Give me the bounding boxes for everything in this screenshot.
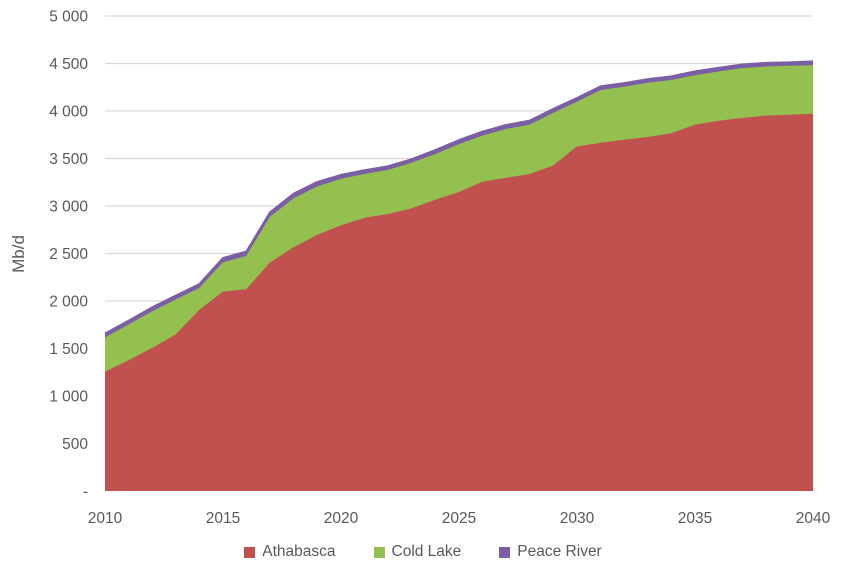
cold-lake-top-line	[104, 65, 814, 339]
y-axis-title: Mb/d	[9, 235, 28, 273]
x-tick-label: 2010	[88, 510, 123, 527]
legend-item-cold-lake: Cold Lake	[373, 543, 462, 561]
x-tick-label: 2035	[678, 510, 712, 527]
athabasca-top-line	[104, 113, 814, 373]
y-tick-label: 5 000	[49, 9, 88, 26]
y-tick-label: 2 000	[49, 294, 88, 311]
legend-item-athabasca: Athabasca	[244, 543, 336, 561]
y-tick-label: 1 500	[49, 341, 88, 358]
y-tick-label: 4 000	[49, 104, 88, 121]
legend-label: Athabasca	[262, 543, 336, 560]
chart-legend: Athabasca Cold Lake Peace River	[0, 543, 846, 561]
legend-label: Cold Lake	[391, 543, 462, 560]
legend-swatch-icon	[244, 546, 256, 558]
peace-river-top-line	[104, 60, 814, 335]
x-tick-label: 2020	[324, 510, 359, 527]
legend-label: Peace River	[517, 543, 602, 560]
x-tick-label: 2030	[560, 510, 595, 527]
x-tick-label: 2015	[206, 510, 240, 527]
legend-item-peace-river: Peace River	[499, 543, 602, 561]
area-cold-lake	[105, 65, 813, 373]
y-tick-label: 500	[62, 436, 88, 453]
legend-swatch-icon	[373, 546, 385, 558]
x-tick-label: 2040	[796, 510, 831, 527]
y-tick-label: -	[83, 484, 88, 501]
y-tick-label: 3 500	[49, 151, 88, 168]
y-tick-label: 1 000	[49, 389, 88, 406]
area-athabasca	[105, 114, 813, 492]
legend-swatch-icon	[499, 546, 511, 558]
x-tick-label: 2025	[442, 510, 476, 527]
y-tick-label: 3 000	[49, 199, 88, 216]
y-tick-label: 2 500	[49, 246, 88, 263]
y-tick-label: 4 500	[49, 56, 88, 73]
